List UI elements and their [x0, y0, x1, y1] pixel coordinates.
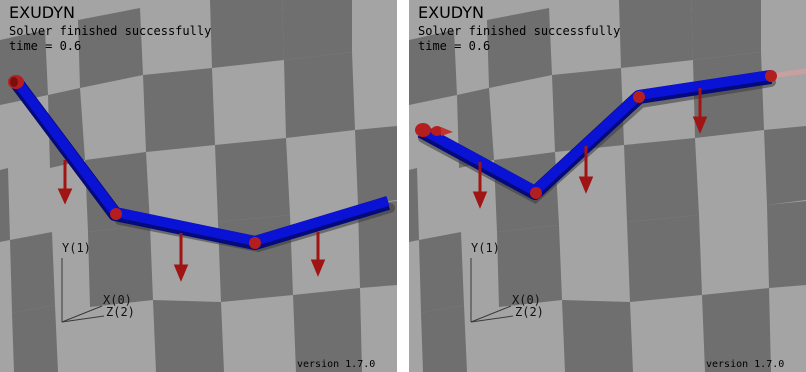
axis-label-y: Y(1)	[471, 241, 500, 255]
axis-label-x: X(0)	[103, 293, 132, 307]
render-viewport-right[interactable]: EXUDYN Solver finished successfully time…	[409, 0, 806, 372]
scene-left	[0, 0, 397, 372]
app-title: EXUDYN	[418, 3, 484, 22]
checker-floor	[409, 0, 806, 372]
time-readout: time = 0.6	[418, 39, 491, 53]
beam-end-rod	[765, 68, 806, 82]
app-title: EXUDYN	[9, 3, 75, 22]
flexible-beam	[10, 77, 391, 250]
axis-label-x: X(0)	[512, 293, 541, 307]
axis-label-z: Z(2)	[515, 305, 544, 319]
version-label: version 1.7.0	[297, 359, 376, 370]
render-viewport-left[interactable]: EXUDYN Solver finished successfully time…	[0, 0, 397, 372]
version-label: version 1.7.0	[706, 359, 785, 370]
scene-right	[409, 0, 806, 372]
coordinate-axes	[470, 258, 514, 323]
solver-status: Solver finished successfully	[9, 24, 212, 38]
beam-joints	[415, 91, 645, 199]
checker-floor	[0, 0, 397, 372]
beam-joints	[8, 75, 261, 249]
flexible-beam	[417, 70, 773, 200]
force-arrows	[57, 160, 326, 282]
time-readout: time = 0.6	[9, 39, 82, 53]
axis-label-z: Z(2)	[106, 305, 135, 319]
coordinate-axes	[61, 258, 105, 323]
axis-label-y: Y(1)	[62, 241, 91, 255]
force-arrows	[472, 88, 708, 209]
solver-status: Solver finished successfully	[418, 24, 621, 38]
